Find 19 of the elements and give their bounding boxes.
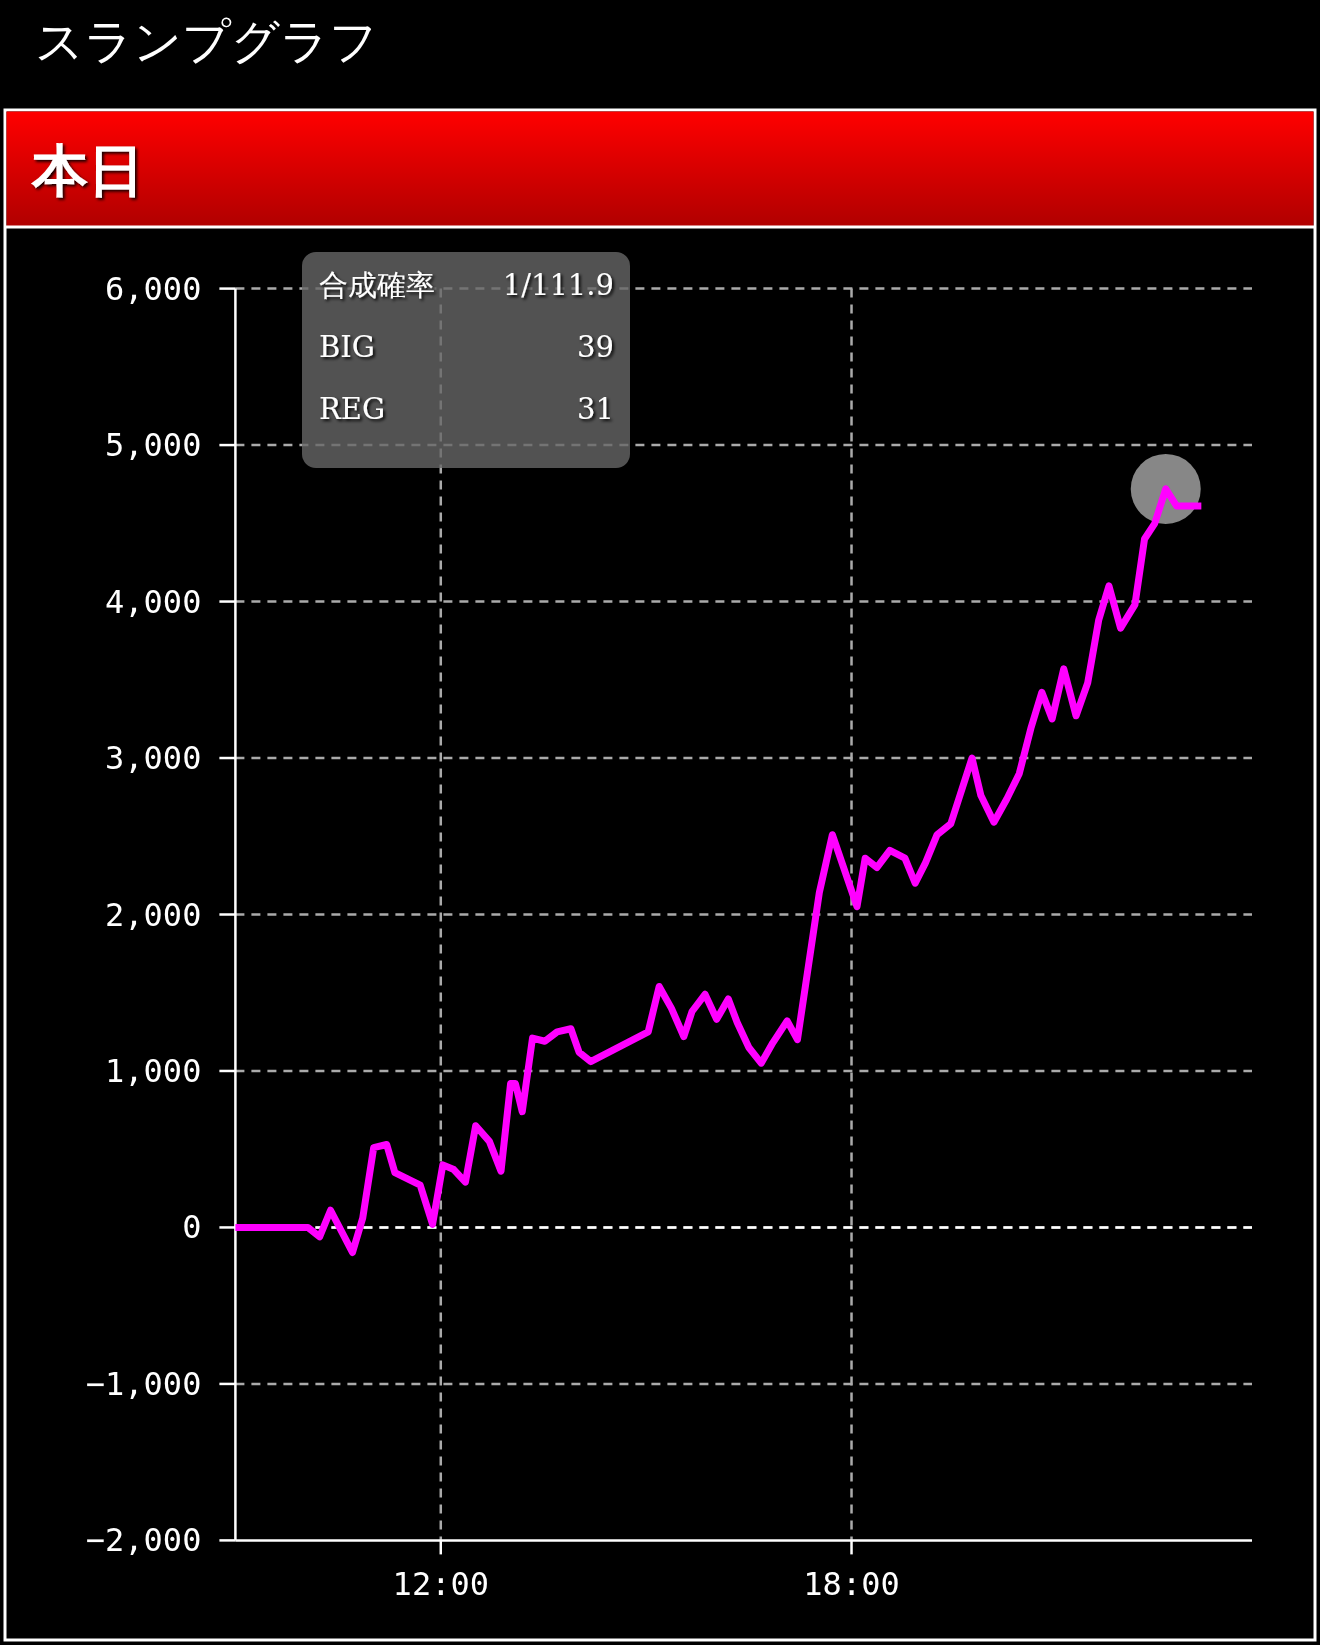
ytick: 4,000: [105, 582, 202, 621]
ytick: −2,000: [85, 1521, 202, 1560]
ytick: −1,000: [85, 1364, 202, 1403]
xtick: 12:00: [392, 1565, 489, 1604]
ytick: 3,000: [105, 739, 202, 778]
ytick: 6,000: [105, 269, 202, 308]
xtick: 18:00: [803, 1565, 900, 1604]
subtitle: 本日: [32, 137, 144, 203]
annotation: BIG: [319, 330, 375, 364]
annotation: 39: [577, 330, 614, 364]
annotation: 1/111.9: [502, 268, 614, 302]
annotation: 31: [577, 392, 614, 426]
annotation: 合成確率: [319, 268, 435, 302]
title: スランプグラフ: [35, 13, 378, 69]
ytick: 0: [182, 1208, 202, 1247]
ytick: 2,000: [105, 895, 202, 934]
ytick: 1,000: [105, 1051, 202, 1090]
annotation: REG: [319, 392, 386, 426]
ytick: 5,000: [105, 426, 202, 465]
